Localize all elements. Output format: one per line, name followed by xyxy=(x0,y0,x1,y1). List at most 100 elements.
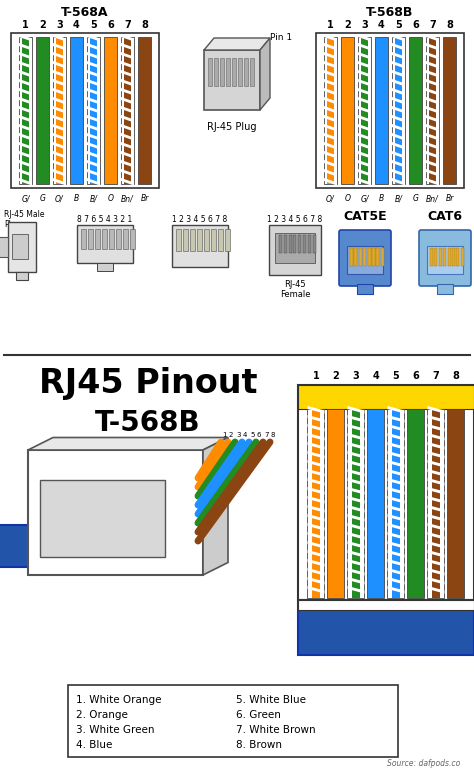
Text: 1 2 3 4 5 6 7 8: 1 2 3 4 5 6 7 8 xyxy=(173,215,228,224)
Bar xyxy=(81,229,86,249)
Polygon shape xyxy=(308,505,325,513)
Text: RJ-45 Plug: RJ-45 Plug xyxy=(207,122,257,132)
Polygon shape xyxy=(121,160,134,168)
Bar xyxy=(293,235,296,253)
Text: 6: 6 xyxy=(413,371,419,381)
Text: CAT5E: CAT5E xyxy=(343,210,387,223)
Polygon shape xyxy=(121,88,134,96)
Text: RJ45 Pinout: RJ45 Pinout xyxy=(39,367,257,400)
Polygon shape xyxy=(53,106,66,113)
Bar xyxy=(289,235,292,253)
Polygon shape xyxy=(392,52,405,59)
Polygon shape xyxy=(392,34,405,42)
Polygon shape xyxy=(324,169,337,177)
Polygon shape xyxy=(308,586,325,594)
Bar xyxy=(381,248,384,266)
Text: 4: 4 xyxy=(243,432,247,438)
Polygon shape xyxy=(19,79,32,86)
Bar xyxy=(121,37,134,184)
Polygon shape xyxy=(392,169,405,177)
Polygon shape xyxy=(28,438,228,450)
Text: 6: 6 xyxy=(412,20,419,30)
Polygon shape xyxy=(308,496,325,503)
Polygon shape xyxy=(358,34,371,42)
Polygon shape xyxy=(426,34,439,42)
Polygon shape xyxy=(428,415,445,422)
Polygon shape xyxy=(324,160,337,168)
Polygon shape xyxy=(392,160,405,168)
Polygon shape xyxy=(392,61,405,69)
Polygon shape xyxy=(388,523,404,530)
Polygon shape xyxy=(358,178,371,185)
Bar xyxy=(211,229,216,251)
Bar xyxy=(308,409,325,598)
Polygon shape xyxy=(392,151,405,158)
Polygon shape xyxy=(388,568,404,575)
Polygon shape xyxy=(388,442,404,449)
Bar xyxy=(437,284,453,294)
Polygon shape xyxy=(428,568,445,575)
Polygon shape xyxy=(428,469,445,476)
Polygon shape xyxy=(121,70,134,77)
Polygon shape xyxy=(121,43,134,50)
Polygon shape xyxy=(308,415,325,422)
Polygon shape xyxy=(358,124,371,131)
Text: 8: 8 xyxy=(141,20,148,30)
Polygon shape xyxy=(308,460,325,468)
Polygon shape xyxy=(428,406,445,414)
Text: 1: 1 xyxy=(222,432,227,438)
Text: 3: 3 xyxy=(56,20,63,30)
Polygon shape xyxy=(428,586,445,594)
Bar xyxy=(357,284,373,294)
Polygon shape xyxy=(388,469,404,476)
Bar xyxy=(0,525,38,567)
FancyBboxPatch shape xyxy=(419,230,471,286)
Polygon shape xyxy=(388,406,404,414)
Bar xyxy=(347,246,383,274)
Polygon shape xyxy=(87,133,100,141)
Polygon shape xyxy=(388,541,404,548)
Polygon shape xyxy=(324,61,337,69)
Polygon shape xyxy=(53,52,66,59)
Polygon shape xyxy=(426,169,439,177)
Bar xyxy=(190,229,195,251)
Polygon shape xyxy=(347,568,365,575)
Polygon shape xyxy=(308,487,325,495)
Polygon shape xyxy=(308,550,325,557)
Polygon shape xyxy=(121,124,134,131)
Bar xyxy=(11,33,159,188)
Text: 1. White Orange: 1. White Orange xyxy=(76,695,162,705)
Polygon shape xyxy=(388,424,404,432)
Bar xyxy=(102,229,107,249)
Polygon shape xyxy=(53,43,66,50)
Bar xyxy=(116,229,121,249)
Bar xyxy=(350,248,353,266)
Polygon shape xyxy=(19,169,32,177)
Bar xyxy=(372,248,375,266)
Polygon shape xyxy=(87,178,100,185)
Polygon shape xyxy=(19,106,32,113)
Bar xyxy=(218,229,223,251)
Polygon shape xyxy=(19,133,32,141)
Polygon shape xyxy=(347,514,365,522)
Bar xyxy=(109,229,114,249)
Bar xyxy=(427,246,463,274)
Text: T-568A: T-568A xyxy=(61,6,109,19)
Polygon shape xyxy=(308,577,325,584)
Polygon shape xyxy=(426,70,439,77)
Polygon shape xyxy=(19,142,32,150)
Polygon shape xyxy=(53,169,66,177)
Polygon shape xyxy=(388,478,404,486)
Polygon shape xyxy=(347,559,365,567)
Polygon shape xyxy=(392,97,405,104)
Bar xyxy=(220,58,224,86)
Bar xyxy=(226,58,230,86)
Bar xyxy=(352,409,360,598)
Polygon shape xyxy=(121,97,134,104)
Polygon shape xyxy=(428,424,445,432)
Text: G: G xyxy=(39,194,46,203)
Polygon shape xyxy=(19,124,32,131)
Polygon shape xyxy=(426,52,439,59)
Bar xyxy=(36,37,49,184)
Polygon shape xyxy=(53,97,66,104)
